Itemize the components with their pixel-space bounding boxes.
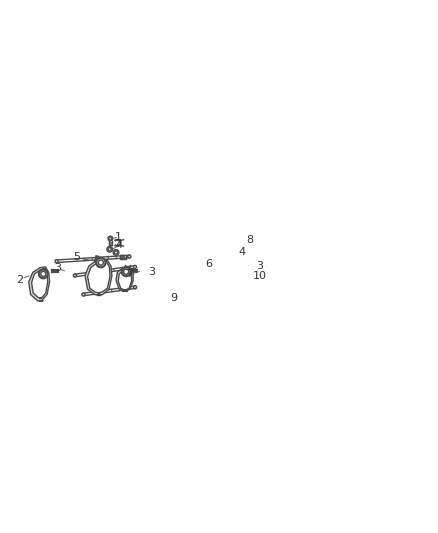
Text: 4: 4: [115, 240, 122, 251]
Circle shape: [108, 248, 111, 251]
Text: 3: 3: [148, 268, 155, 277]
Circle shape: [134, 265, 137, 269]
Circle shape: [122, 267, 131, 276]
Text: 10: 10: [253, 271, 267, 280]
Circle shape: [134, 286, 137, 289]
Circle shape: [82, 293, 85, 296]
Circle shape: [124, 269, 129, 274]
Polygon shape: [29, 267, 49, 301]
Text: 8: 8: [246, 235, 253, 245]
Polygon shape: [85, 260, 112, 295]
Polygon shape: [118, 269, 131, 290]
Circle shape: [128, 255, 131, 258]
Circle shape: [73, 274, 77, 277]
Circle shape: [98, 260, 103, 265]
Polygon shape: [116, 268, 133, 292]
Circle shape: [114, 251, 118, 254]
Circle shape: [96, 258, 106, 267]
Text: 1: 1: [115, 232, 122, 241]
Text: 7: 7: [126, 269, 133, 279]
Polygon shape: [32, 268, 48, 298]
Polygon shape: [88, 261, 110, 293]
Text: 6: 6: [205, 259, 212, 269]
Polygon shape: [108, 236, 113, 241]
Text: 2: 2: [17, 274, 24, 285]
Text: 4: 4: [239, 247, 246, 257]
Circle shape: [107, 246, 113, 252]
Circle shape: [41, 271, 46, 277]
Circle shape: [113, 249, 119, 255]
Text: 9: 9: [170, 293, 177, 303]
Text: 3: 3: [54, 263, 61, 273]
Text: 3: 3: [256, 261, 263, 271]
Circle shape: [55, 260, 58, 263]
Text: 5: 5: [74, 252, 81, 262]
Circle shape: [39, 270, 48, 278]
